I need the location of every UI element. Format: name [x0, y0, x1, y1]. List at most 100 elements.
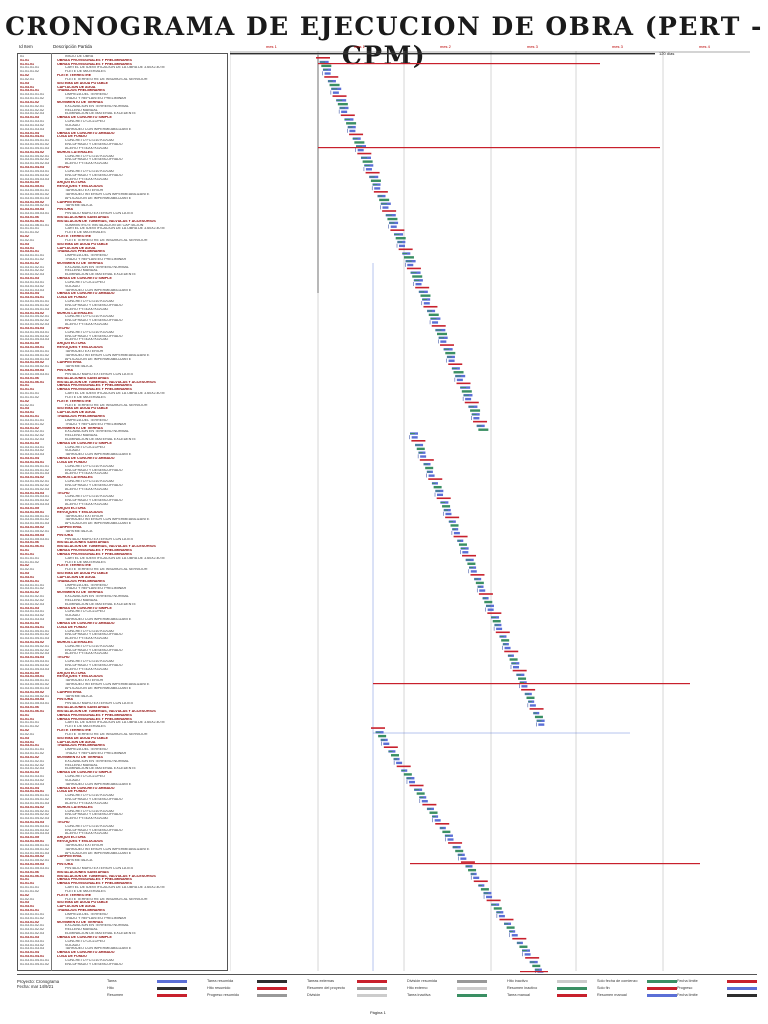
task-row: 01.01.01.02 FLETE DE MATERIALES: [18, 725, 227, 729]
task-row: 01.03.01.05.01 REVOQUES Y ENLUCIDOS: [18, 840, 227, 844]
task-row: 01.03.01.05.03 PINTURA: [18, 369, 227, 373]
task-bar: [448, 359, 455, 362]
progress-bar: [446, 356, 452, 358]
progress-bar: [511, 662, 517, 664]
task-row: 01.03.01.05.03 PINTURA: [18, 863, 227, 867]
task-bar: [357, 148, 364, 152]
task-name: ACERO FY=4200 KG/CM2: [65, 667, 109, 671]
task-name: ENCOFRADO Y DESENCOFRADO: [65, 319, 123, 323]
task-bar: [390, 754, 399, 757]
legend-swatch: [157, 980, 187, 983]
task-name: CONCRETO FC=210 KG/CM2: [65, 315, 115, 319]
task-row: 01.03.01.02 MOVIMIENTO DE TIERRAS: [18, 262, 227, 266]
task-id: 01.03.01.05: [20, 181, 39, 185]
legend-label: Tarea resumida: [207, 979, 234, 983]
progress-bar: [344, 118, 350, 120]
summary-bar: [390, 229, 405, 231]
task-id: 01.01.01.02: [20, 231, 39, 235]
task-id: 01.01.01.01: [20, 886, 39, 890]
task-id: 01.01.01.02: [20, 889, 39, 893]
task-name: OBRAS PROVISIONALES Y PRELIMINARES: [57, 549, 132, 553]
legend-label: Hito externo: [407, 986, 428, 990]
task-name: CONCRETO CICLOPEO: [65, 775, 106, 779]
progress-bar: [339, 107, 345, 109]
progress-bar: [465, 559, 471, 561]
task-row: 01.03.01.06.01.01 SUMINISTRO E INSTALACIO…: [18, 224, 227, 228]
progress-bar: [419, 796, 424, 798]
task-bar: [412, 275, 423, 278]
summary-bar: [512, 669, 527, 672]
task-id: 01.03.01.04.03.01: [20, 824, 49, 828]
task-bar: [468, 868, 477, 872]
task-name: CONCRETO FC=210 KG/CM2: [65, 169, 115, 173]
task-id: 01.03: [20, 407, 29, 411]
task-row: 01.03.01.01 TRABAJOS PRELIMINARES: [18, 909, 227, 913]
legend-label: Resumen inactivo: [507, 986, 538, 990]
task-name: CONCRETO FC=210 KG/CM2: [65, 824, 115, 828]
summary-bar: [456, 382, 471, 385]
task-name: REVOQUES Y ENLUCIDOS: [57, 840, 103, 844]
progress-bar: [524, 693, 530, 695]
task-name: RELLENO MANUAL: [65, 598, 98, 602]
task-row: 01.03.01.05.01.02 TARRAJEO INTERIOR CON I…: [18, 518, 227, 522]
task-bar: [387, 217, 398, 221]
task-bar: [479, 589, 486, 592]
task-row: 01.03.01.05.01 REVOQUES Y ENLUCIDOS: [18, 675, 227, 679]
task-row: 01.03.01.06.01 INSTALACION DE TUBERIAS, V…: [18, 381, 227, 385]
summary-bar: [499, 918, 514, 921]
task-name: TAPA METALICA: [65, 365, 93, 369]
progress-bar: [406, 777, 412, 779]
task-id: 01.01.01: [20, 882, 34, 886]
task-name: CAPTACION DE AGUA: [57, 85, 96, 89]
task-name: TECHO: [57, 326, 70, 330]
task-row: 01.03.01.04.01.03 ACERO FY=4200 KG/CM2: [18, 308, 227, 312]
task-name: ENCOFRADO Y DESENCOFRADO: [65, 468, 123, 472]
summary-bar: [357, 152, 372, 155]
task-row: 01.02 FLETE TERRESTRE: [18, 235, 227, 239]
summary-bar: [473, 420, 488, 423]
progress-bar: [509, 930, 513, 932]
task-row: 01.03.01.02.01 EXCAVACION EN TERRENO NORM…: [18, 595, 227, 599]
task-name: FLETE DE MATERIALES: [65, 395, 106, 399]
task-bar: [396, 761, 403, 765]
task-id: 01.03.01.05: [20, 342, 39, 346]
task-id: 01.01.01.02: [20, 560, 39, 564]
task-row: 01.03.01.05.02 CARPINTERIA: [18, 361, 227, 365]
task-row: 01.03.01.03 OBRAS DE CONCRETO SIMPLE: [18, 607, 227, 611]
summary-bar: [525, 957, 540, 959]
task-id: 01.03: [20, 572, 29, 576]
task-bar: [362, 160, 373, 163]
task-name: SOLADO: [65, 943, 80, 947]
task-row: 01.03.01.05.02 CARPINTERIA: [18, 201, 227, 205]
task-name: ACERO FY=4200 KG/CM2: [65, 487, 109, 491]
task-row: 01.03.01.04.02.03 ACERO FY=4200 KG/CM2: [18, 323, 227, 327]
task-name: FLETE TERRESTRE: [57, 564, 92, 568]
task-id: 01.03.01.04.03.01: [20, 660, 49, 664]
task-row: 01.03.01.06.01 INSTALACION DE TUBERIAS, V…: [18, 875, 227, 879]
task-id: 01.03.01.03.03: [20, 618, 44, 621]
task-row: 01.03.01.04.02.01 CONCRETO FC=210 KG/CM2: [18, 810, 227, 814]
task-id: 01.02: [20, 564, 29, 568]
task-id: 01.03.01.02.02: [20, 434, 44, 438]
task-row: 01.01.01 OBRAS PROVISIONALES Y PRELIMINAR…: [18, 553, 227, 557]
task-id: 01.03.01.02: [20, 426, 39, 430]
task-id: 01.03.01.06.01: [20, 545, 44, 549]
task-row: 01.03.01.05.02 CARPINTERIA: [18, 691, 227, 695]
task-name: PINTURA: [57, 863, 73, 867]
task-id: 01.03.01.05.01.03: [20, 851, 49, 855]
progress-bar: [533, 712, 537, 714]
task-name: FLETE TERRESTRE DE INSUMOS AL SERVIDOR: [65, 732, 148, 736]
task-row: 01.03.01.02 MOVIMIENTO DE TIERRAS: [18, 427, 227, 431]
task-row: 01.03.01.02 MOVIMIENTO DE TIERRAS: [18, 591, 227, 595]
task-row: 01.02 FLETE TERRESTRE: [18, 729, 227, 733]
progress-bar: [380, 739, 385, 741]
task-id: 01.02.01: [20, 77, 34, 81]
task-bar: [346, 122, 357, 125]
project-name: Proyecto: Cronograma: [17, 979, 60, 984]
task-row: 01.03.01.03 OBRAS DE CONCRETO SIMPLE: [18, 936, 227, 940]
task-name: ACERO FY=4200 KG/CM2: [65, 817, 109, 821]
legend-label: Hito resumido: [207, 986, 231, 990]
task-row: 01.03.01.04.02.02 ENCOFRADO Y DESENCOFRAD…: [18, 484, 227, 488]
task-row: 01.03.01.05.03 PINTURA: [18, 698, 227, 702]
task-name: PINTURA: [57, 208, 73, 212]
